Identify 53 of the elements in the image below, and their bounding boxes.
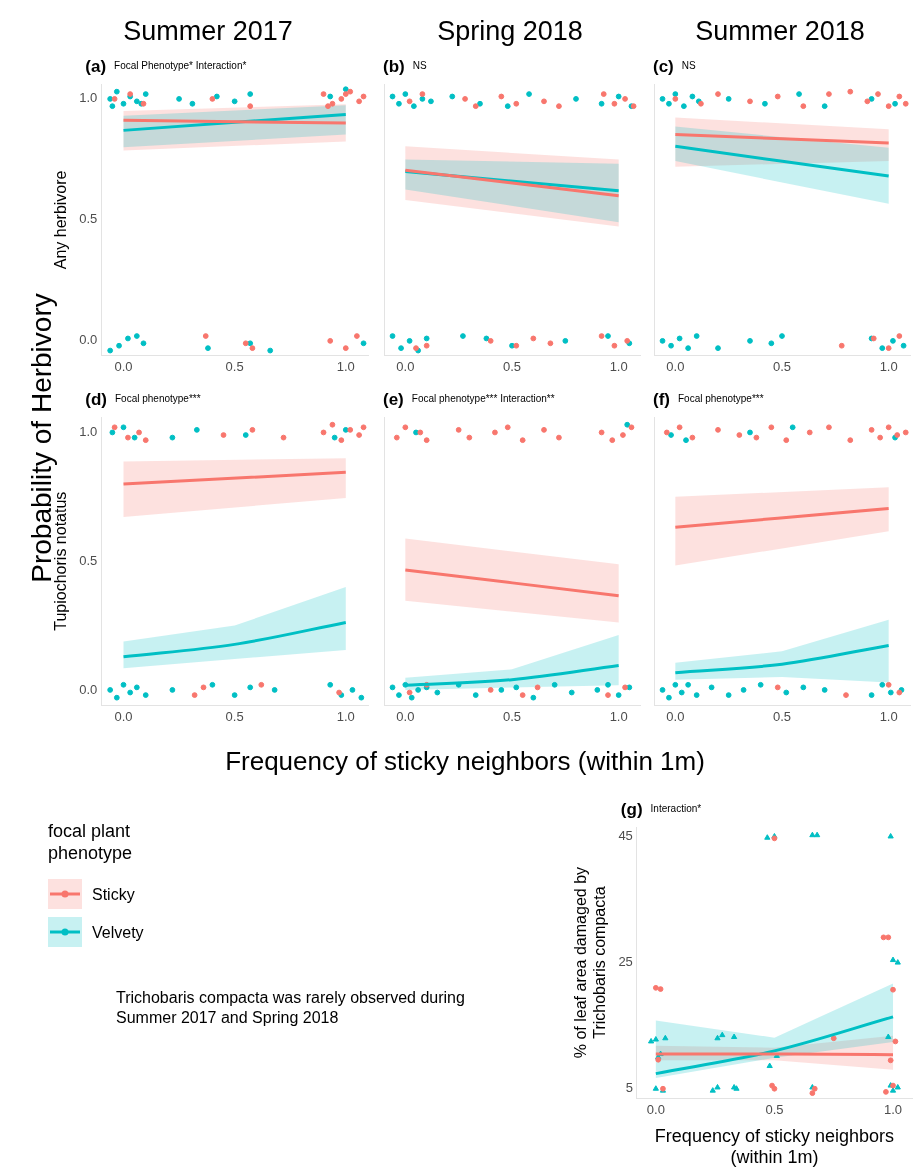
x-tick-label: 0.5 [765, 1101, 784, 1117]
y-axis-title: % of leaf area damaged by Trichobaris compacta [572, 866, 609, 1059]
legend-title: focal plant phenotype [48, 821, 133, 863]
x-axis-title: Frequency of sticky neighbors (within 1m) [654, 1125, 894, 1168]
text: (f) [653, 390, 670, 409]
chart-title: Summer 2018 [695, 15, 865, 46]
chart-subtitle: Focal phenotype*** [677, 393, 764, 404]
x-tick-label: 0.0 [396, 708, 415, 724]
text: (g) [620, 800, 643, 819]
text: (a) [85, 57, 107, 77]
x-tick-label: 1.0 [336, 708, 355, 724]
chart-subtitle: Interaction* [650, 803, 702, 814]
y-axis-title: Any herbivore [52, 170, 70, 270]
x-tick-label: 0.0 [666, 708, 685, 724]
legend-label: Sticky [92, 886, 135, 903]
text: Frequency of sticky neighbors (within 1m) [224, 746, 706, 777]
y-tick-label: 0.0 [79, 681, 98, 697]
y-tick-label: 0.5 [79, 552, 98, 568]
x-tick-label: 0.0 [396, 358, 415, 374]
x-tick-label: 1.0 [879, 708, 898, 724]
y-tick-label: 0.5 [79, 211, 98, 227]
chart-subtitle: Focal phenotype*** Interaction** [411, 393, 555, 404]
y-tick-label: 45 [618, 828, 633, 844]
text: Trichobaris compacta was rarely observed during Summer 2017 and Spring 2018 [116, 988, 466, 1028]
legend-label: Velvety [92, 924, 144, 941]
chart-subtitle: Focal Phenotype* Interaction* [114, 60, 247, 72]
text: (e) [383, 390, 404, 409]
chart-subtitle: NS [412, 60, 427, 72]
chart-subtitle: NS [681, 60, 696, 72]
text: (b) [383, 57, 405, 77]
y-tick-label: 25 [618, 954, 633, 970]
y-tick-label: 1.0 [79, 424, 98, 440]
x-tick-label: 0.5 [502, 708, 522, 724]
chart-title: Summer 2017 [123, 15, 293, 46]
y-tick-label: 1.0 [79, 90, 98, 106]
text: (c) [653, 57, 674, 77]
x-tick-label: 0.0 [114, 358, 133, 374]
x-tick-label: 0.5 [225, 358, 244, 374]
x-tick-label: 1.0 [879, 358, 898, 374]
x-tick-label: 0.5 [502, 358, 522, 374]
x-tick-label: 0.0 [646, 1101, 665, 1117]
x-tick-label: 1.0 [883, 1101, 903, 1117]
x-tick-label: 1.0 [336, 358, 355, 374]
text: (d) [85, 390, 107, 409]
chart-title: Spring 2018 [437, 15, 583, 46]
x-tick-label: 0.0 [114, 708, 133, 724]
y-tick-label: 5 [625, 1080, 633, 1096]
y-tick-label: 0.0 [79, 332, 98, 348]
x-tick-label: 0.5 [772, 708, 792, 724]
chart-subtitle: Focal phenotype*** [114, 393, 201, 404]
x-tick-label: 0.5 [225, 708, 244, 724]
x-tick-label: 0.5 [772, 358, 792, 374]
x-tick-label: 0.0 [666, 358, 685, 374]
